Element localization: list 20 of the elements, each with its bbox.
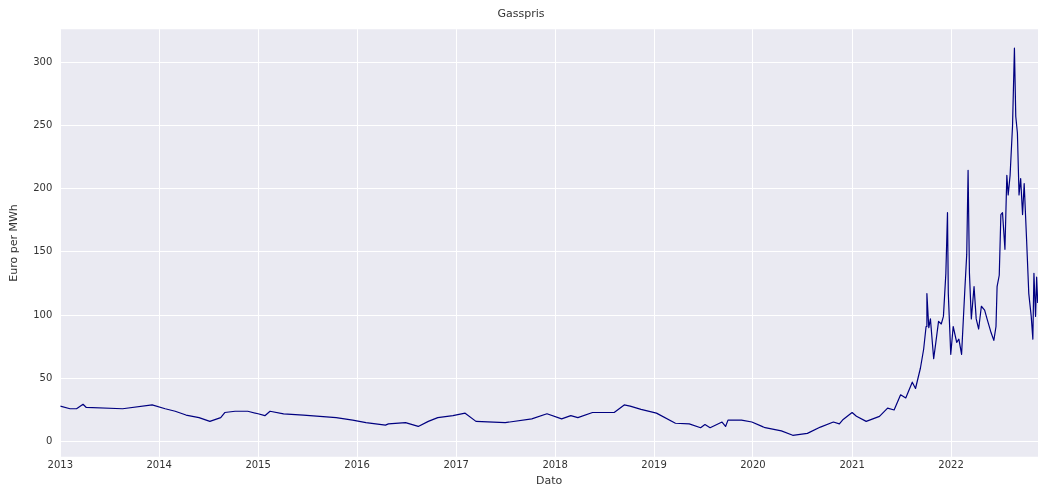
- y-tick-label: 200: [33, 182, 53, 194]
- x-tick-label: 2015: [245, 459, 271, 471]
- y-tick-label: 150: [33, 245, 53, 257]
- x-tick-label: 2022: [938, 459, 964, 471]
- y-tick-label: 0: [45, 435, 53, 447]
- x-tick-label: 2020: [740, 459, 766, 471]
- x-tick-label: 2014: [146, 459, 172, 471]
- y-tick-label: 250: [33, 118, 53, 130]
- x-tick-label: 2021: [839, 459, 865, 471]
- x-tick-label: 2013: [47, 459, 74, 471]
- y-tick-label: 100: [33, 308, 53, 320]
- chart-title: Gasspris: [497, 7, 545, 21]
- x-axis-title: Dato: [536, 474, 563, 488]
- y-tick-label: 50: [39, 371, 53, 383]
- x-tick-label: 2017: [443, 459, 469, 471]
- x-tick-label: 2016: [344, 459, 370, 471]
- y-axis-title: Euro per MWh: [7, 204, 21, 282]
- x-tick-label: 2019: [641, 459, 667, 471]
- x-tick-label: 2018: [542, 459, 568, 471]
- y-tick-label: 300: [33, 55, 53, 67]
